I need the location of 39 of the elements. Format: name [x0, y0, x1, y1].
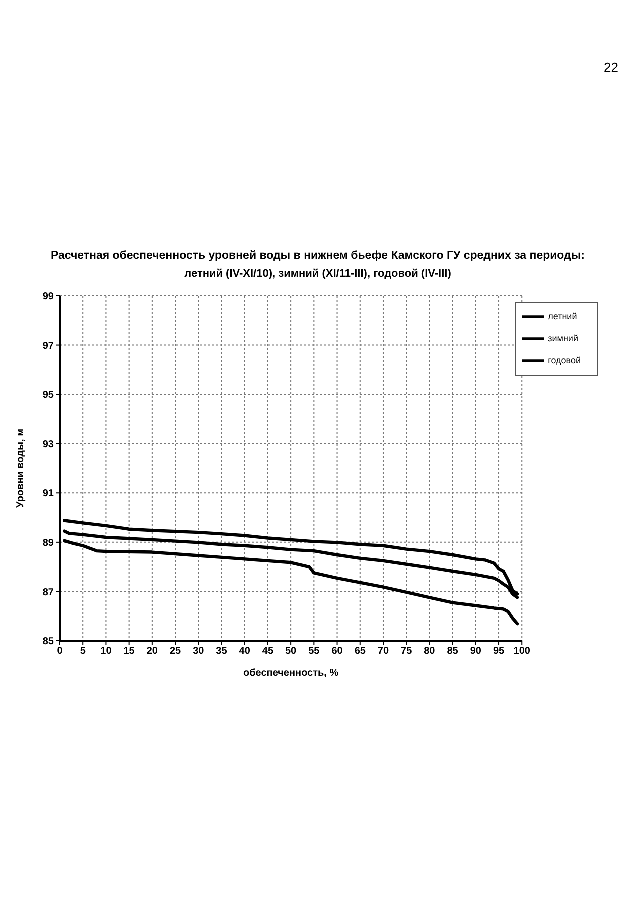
x-tick-label: 45: [262, 646, 274, 658]
x-tick-label: 90: [470, 646, 482, 658]
line-series: [63, 519, 520, 596]
y-tick-label: 99: [42, 292, 54, 303]
legend-label: летний: [548, 311, 578, 322]
x-tick-label: 100: [514, 646, 531, 658]
y-tick-label: 89: [42, 538, 54, 549]
text: 22: [604, 60, 618, 75]
x-tick-label: 70: [378, 646, 390, 658]
legend-label: зимний: [548, 333, 578, 344]
x-tick-label: 40: [239, 646, 251, 658]
chart-subtitle: летний (IV-XI/10), зимний (XI/11-III), годовой (IV-III): [184, 268, 452, 280]
x-tick-label: 80: [424, 646, 436, 658]
y-tick-label: 93: [42, 439, 54, 450]
y-tick-label: 87: [42, 587, 54, 598]
x-tick-label: 20: [146, 646, 158, 658]
x-tick-label: 75: [401, 646, 413, 658]
x-tick-label: 35: [216, 646, 228, 658]
x-tick-label: 5: [80, 646, 86, 658]
x-axis-title: обеспеченность, %: [244, 668, 339, 679]
x-tick-label: 30: [193, 646, 205, 658]
x-tick-label: 15: [124, 646, 136, 658]
y-axis-title: Уровни воды, м: [16, 428, 27, 508]
y-tick-label: 97: [42, 340, 54, 352]
y-tick-label: 85: [42, 636, 54, 648]
legend-label: годовой: [548, 355, 581, 366]
x-tick-label: 55: [308, 646, 320, 658]
x-tick-label: 60: [332, 646, 344, 658]
line-series: [63, 539, 520, 626]
x-tick-label: 50: [286, 646, 298, 658]
x-tick-label: 0: [57, 646, 64, 658]
chart-title: Расчетная обеспеченность уровней воды в нижнем бьефе Камского ГУ средних за периоды:: [50, 250, 586, 262]
x-tick-label: 95: [493, 646, 506, 658]
y-tick-label: 95: [42, 390, 54, 402]
x-tick-label: 25: [170, 646, 182, 658]
x-tick-label: 85: [447, 646, 459, 658]
x-tick-label: 65: [354, 646, 366, 658]
y-tick-label: 91: [42, 488, 54, 500]
x-tick-label: 10: [100, 646, 112, 658]
